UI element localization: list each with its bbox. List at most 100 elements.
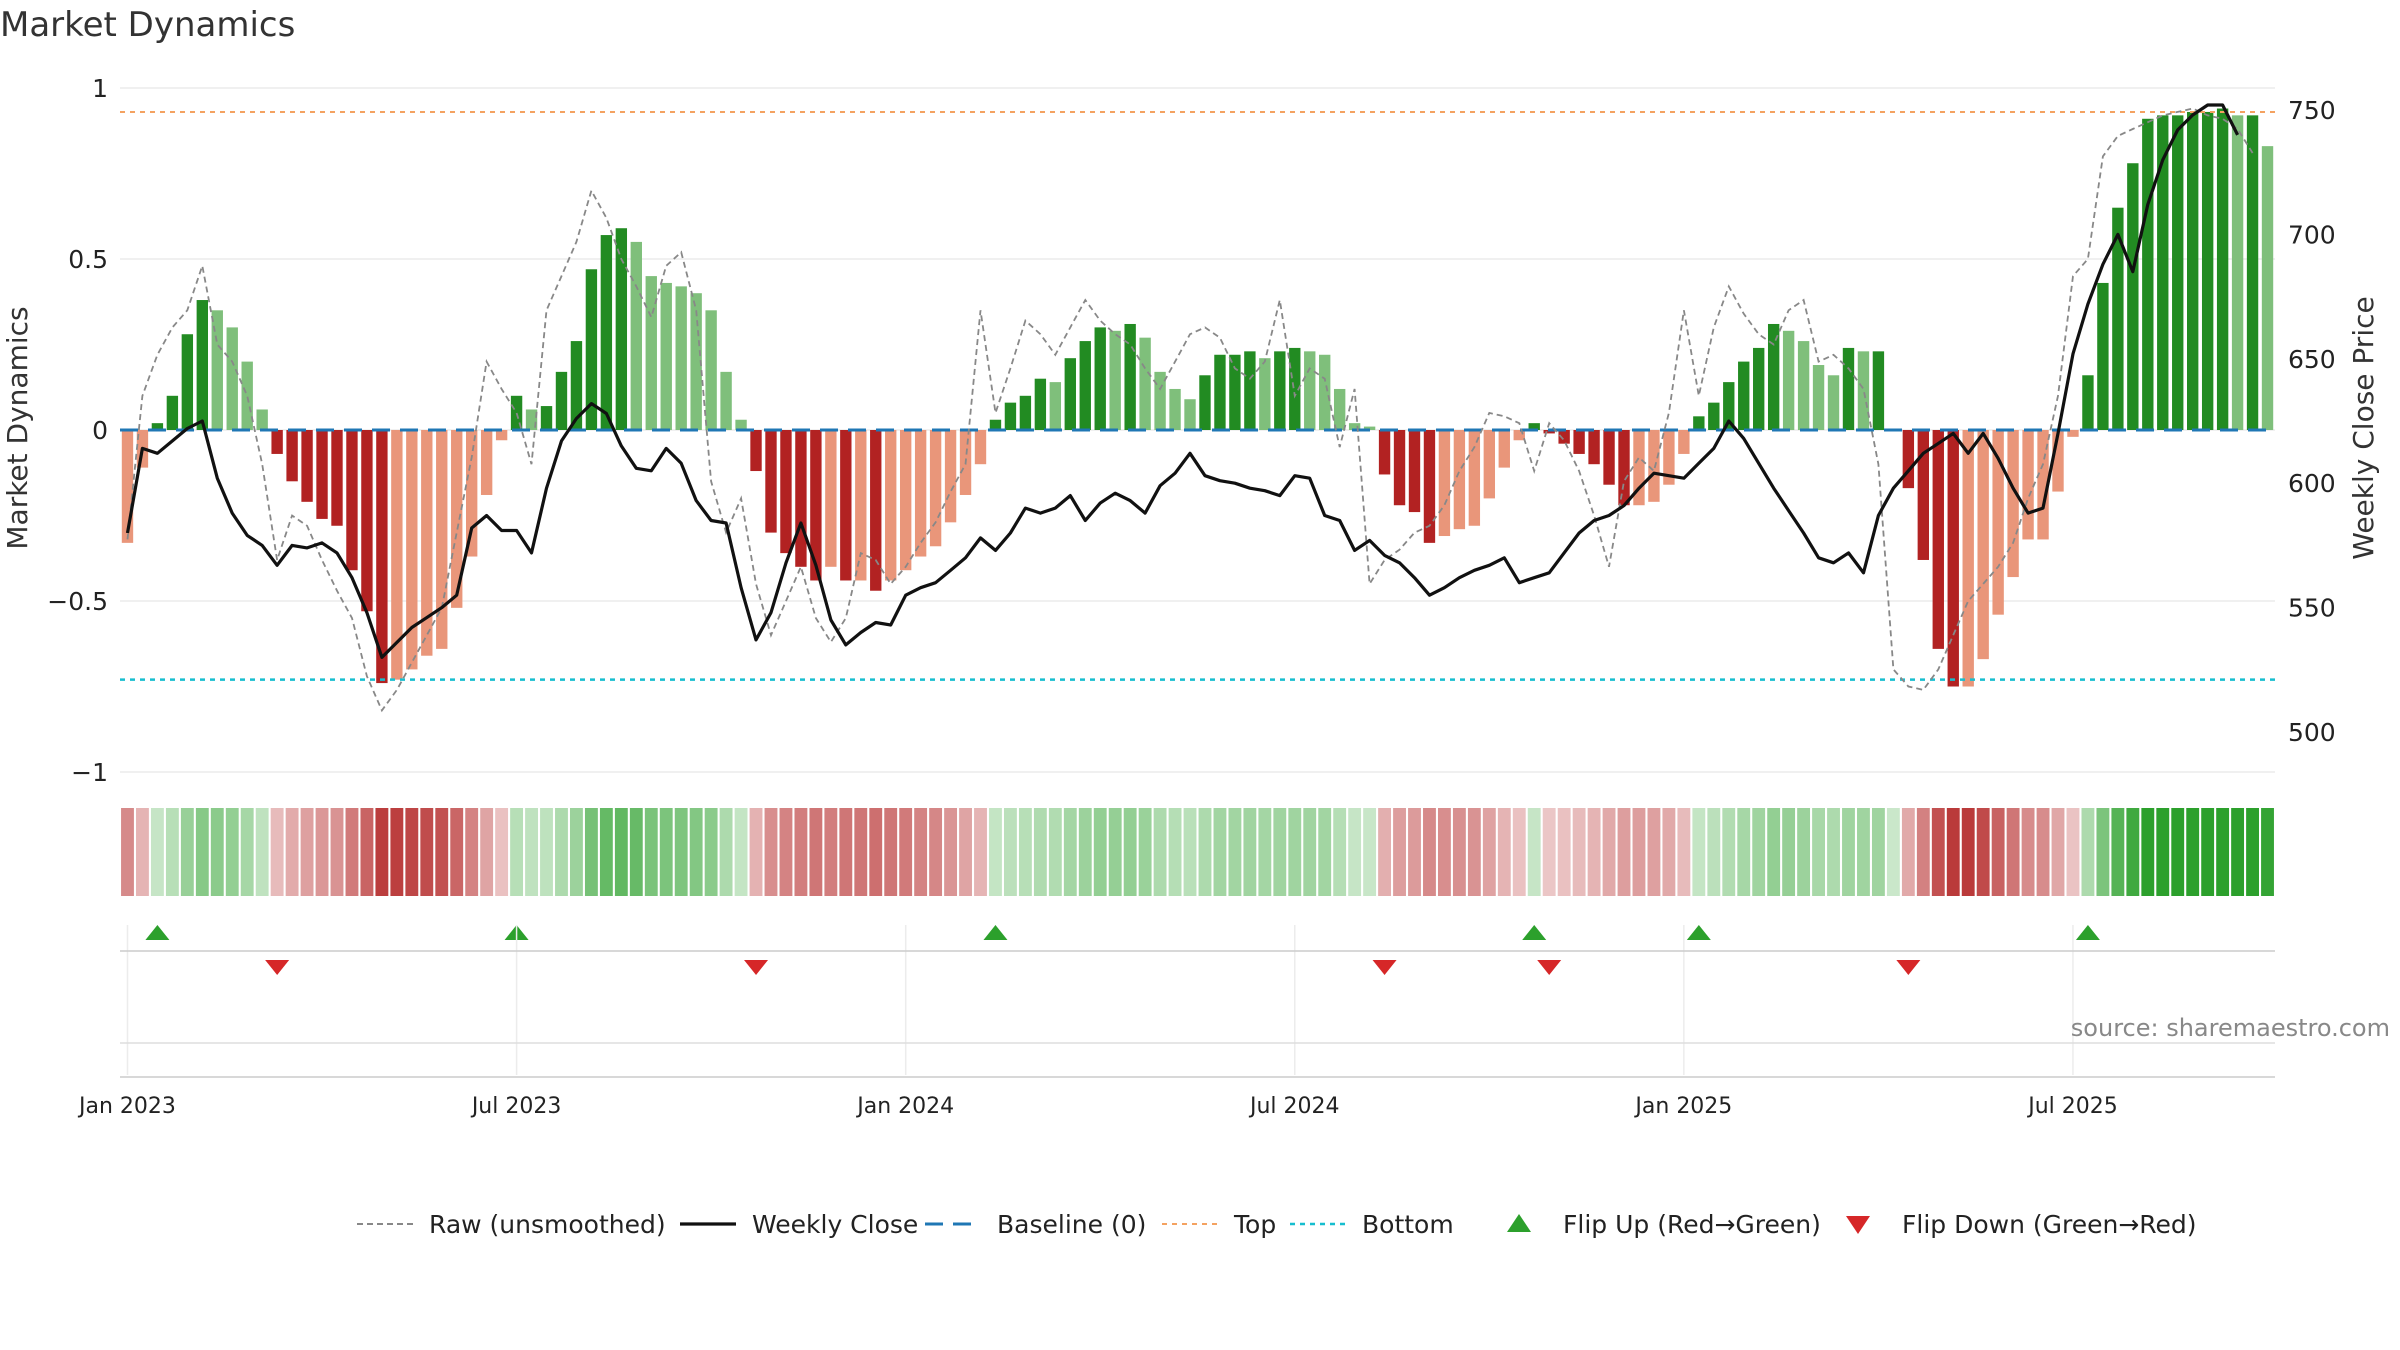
bar bbox=[1483, 430, 1496, 499]
regime-cell bbox=[1647, 808, 1661, 896]
regime-cell bbox=[1961, 808, 1975, 896]
source-label: source: sharemaestro.com bbox=[2071, 1014, 2390, 1042]
bar bbox=[1348, 423, 1361, 430]
regime-cell bbox=[525, 808, 538, 896]
bar bbox=[1064, 358, 1076, 430]
y2-tick-label: 750 bbox=[2288, 96, 2336, 125]
raw-line bbox=[126, 107, 2254, 713]
regime-cell bbox=[1497, 808, 1511, 896]
bar bbox=[1049, 382, 1062, 430]
regime-cell bbox=[1452, 808, 1466, 896]
flip-up-marker bbox=[145, 925, 170, 940]
bar bbox=[2112, 207, 2124, 430]
bar bbox=[2231, 115, 2244, 431]
bar bbox=[1094, 327, 1106, 430]
bar bbox=[301, 430, 313, 502]
x-tick-label: Jul 2024 bbox=[1248, 1094, 1340, 1119]
bar bbox=[780, 430, 792, 554]
regime-cell bbox=[764, 808, 778, 896]
regime-cell bbox=[1348, 808, 1362, 896]
bar bbox=[1229, 354, 1241, 430]
bar bbox=[1648, 430, 1660, 502]
bar bbox=[540, 406, 553, 430]
y2-axis-label: Weekly Close Price bbox=[2347, 296, 2380, 559]
bar bbox=[465, 430, 478, 557]
y-tick-label: 1 bbox=[92, 74, 108, 103]
bar bbox=[1767, 323, 1780, 430]
bar bbox=[1393, 430, 1406, 506]
legend-label: Top bbox=[1233, 1210, 1276, 1239]
bar bbox=[211, 310, 223, 430]
bar bbox=[1423, 430, 1436, 543]
y-tick-label: −1 bbox=[71, 758, 108, 787]
regime-cell bbox=[809, 808, 823, 896]
regime-cell bbox=[1093, 808, 1107, 896]
regime-cell bbox=[315, 808, 329, 896]
regime-cell bbox=[1782, 808, 1796, 896]
regime-cell bbox=[1886, 808, 1900, 896]
bar bbox=[2157, 115, 2169, 431]
regime-cell bbox=[1288, 808, 1302, 896]
regime-cell bbox=[2141, 808, 2155, 896]
legend-label: Baseline (0) bbox=[997, 1210, 1146, 1239]
regime-cell bbox=[1408, 808, 1421, 896]
regime-cell bbox=[1707, 808, 1721, 896]
bar bbox=[2082, 375, 2094, 430]
regime-cell bbox=[1827, 808, 1840, 896]
regime-cell bbox=[854, 808, 868, 896]
regime-cell bbox=[1572, 808, 1586, 896]
flip-markers bbox=[145, 925, 2100, 975]
x-axis: Jan 2023 Jul 2023 Jan 2024 Jul 2024 Jan 2025… bbox=[77, 925, 2275, 1119]
bar bbox=[1633, 430, 1645, 506]
regime-cell bbox=[914, 808, 928, 896]
bar bbox=[1289, 347, 1301, 430]
bar bbox=[1753, 347, 1765, 430]
bar bbox=[2201, 111, 2214, 430]
bar bbox=[1378, 430, 1391, 475]
bar bbox=[495, 430, 508, 441]
regime-cell bbox=[2186, 808, 2200, 896]
bar bbox=[1782, 330, 1795, 430]
regime-cell bbox=[1842, 808, 1855, 896]
regime-strip bbox=[121, 808, 2274, 896]
regime-cell bbox=[180, 808, 194, 896]
regime-cell bbox=[2051, 808, 2065, 896]
regime-cell bbox=[210, 808, 224, 896]
flip-down-marker bbox=[1537, 960, 1562, 975]
regime-cell bbox=[1991, 808, 2005, 896]
regime-cell bbox=[1901, 808, 1915, 896]
regime-cell bbox=[1557, 808, 1571, 896]
legend-label: Flip Down (Green→Red) bbox=[1902, 1210, 2197, 1239]
bar bbox=[555, 371, 568, 430]
regime-cell bbox=[480, 808, 494, 896]
regime-cell bbox=[1153, 808, 1167, 896]
regime-cell bbox=[1258, 808, 1272, 896]
regime-cell bbox=[1512, 808, 1526, 896]
bar bbox=[1438, 430, 1451, 537]
regime-cell bbox=[1363, 808, 1377, 896]
bar bbox=[914, 430, 927, 557]
bar bbox=[1139, 337, 1151, 430]
bar bbox=[2172, 115, 2184, 431]
bar bbox=[1363, 426, 1376, 430]
regime-cell bbox=[1931, 808, 1945, 896]
bar bbox=[1917, 430, 1930, 560]
bar bbox=[1079, 341, 1091, 430]
bar bbox=[1797, 341, 1810, 430]
bar bbox=[1004, 402, 1017, 430]
bar bbox=[346, 430, 358, 571]
bar bbox=[1109, 330, 1121, 430]
x-tick-label: Jan 2025 bbox=[1633, 1094, 1732, 1119]
regime-cell bbox=[2096, 808, 2110, 896]
regime-cell bbox=[719, 808, 733, 896]
bar bbox=[1244, 351, 1256, 430]
regime-cell bbox=[629, 808, 643, 896]
regime-cell bbox=[1797, 808, 1811, 896]
regime-cell bbox=[869, 808, 883, 896]
bar bbox=[2022, 430, 2034, 540]
regime-cell bbox=[240, 808, 254, 896]
regime-cell bbox=[689, 808, 703, 896]
bar bbox=[1408, 430, 1421, 513]
regime-cell bbox=[2006, 808, 2020, 896]
bar bbox=[166, 395, 179, 430]
